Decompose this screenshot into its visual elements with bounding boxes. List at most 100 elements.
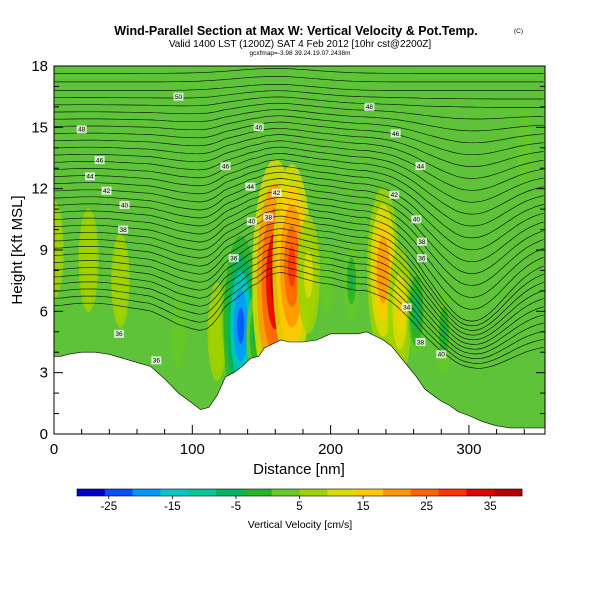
x-tick-label-0: 0 — [50, 441, 58, 458]
y-tick-label-5: 15 — [31, 119, 48, 136]
theta-contour-11 — [54, 203, 544, 310]
theta-contour-19 — [54, 153, 544, 215]
contour-label-bg-22 — [114, 329, 125, 338]
contour-label-bg-15 — [263, 213, 274, 222]
velocity-cell-2-ring-4 — [118, 271, 123, 291]
velocity-cell-3-ring-4 — [177, 324, 180, 340]
velocity-cell-14-ring-4 — [397, 298, 403, 325]
contour-label-text-7: 44 — [417, 163, 425, 170]
theta-contour-5 — [54, 240, 544, 345]
theta-contour-7 — [54, 228, 544, 336]
theta-contour-15 — [54, 178, 544, 263]
contour-label-bg-11 — [271, 188, 282, 197]
theta-contour-29 — [54, 90, 544, 100]
colorbar-label: Vertical Velocity [cm/s] — [248, 519, 353, 531]
contour-label-text-5: 46 — [96, 157, 104, 164]
colorbar-swatch-8 — [299, 489, 328, 496]
contour-label-bg-13 — [119, 201, 130, 210]
contour-label-bg-23 — [415, 338, 426, 346]
contour-label-text-8: 44 — [86, 174, 94, 181]
theta-contour-16 — [54, 171, 544, 251]
contour-label-text-24: 36 — [153, 358, 161, 365]
contour-label-5: 46 — [94, 156, 105, 165]
contour-label-12: 42 — [389, 190, 400, 199]
colorbar-swatch-9 — [327, 489, 356, 496]
x-tick-label-3: 300 — [456, 441, 481, 458]
terrain-mask — [54, 331, 545, 434]
theta-contour-4 — [54, 247, 544, 350]
theta-contour-20 — [54, 146, 544, 203]
contour-labels: 50 48 48 46 46 46 46 44 44 44 42 42 42 40 40 38 40 38 38 36… — [76, 92, 447, 365]
chart-title: Wind-Parallel Section at Max W: Vertical… — [114, 24, 477, 38]
theta-contour-12 — [54, 196, 544, 298]
contour-label-bg-17 — [118, 225, 129, 234]
colorbar-swatch-3 — [160, 489, 189, 496]
contour-label-bg-18 — [416, 237, 427, 246]
contour-label-17: 38 — [118, 225, 129, 234]
contour-label-bg-12 — [389, 190, 400, 199]
contour-label-21: 34 — [401, 303, 412, 312]
contour-label-25: 40 — [436, 350, 447, 359]
colorbar-swatch-4 — [188, 489, 217, 496]
theta-contour-9 — [54, 215, 544, 327]
contour-label-3: 46 — [253, 123, 264, 132]
contour-label-bg-25 — [436, 350, 447, 359]
velocity-cell-12-ring-4 — [349, 272, 353, 289]
contour-label-bg-20 — [416, 254, 427, 263]
contour-label-bg-4 — [390, 129, 401, 138]
contour-label-9: 44 — [245, 182, 256, 191]
contour-label-18: 38 — [416, 237, 427, 246]
plot-area: 50 48 48 46 46 46 46 44 44 44 42 42 42 40 40 38 40 38 38 36… — [53, 65, 546, 435]
contour-label-bg-6 — [220, 162, 231, 171]
theta-contour-1 — [54, 265, 544, 364]
velocity-cell-4-ring-4 — [215, 321, 220, 342]
theta-contour-22 — [54, 134, 544, 179]
contour-label-8: 44 — [84, 172, 95, 181]
velocity-cell-15-ring-4 — [414, 302, 419, 321]
contour-label-text-19: 36 — [230, 255, 238, 262]
contour-label-16: 40 — [411, 215, 422, 224]
contour-label-6: 46 — [220, 162, 231, 171]
chart-subtitle: Valid 1400 LST (1200Z) SAT 4 Feb 2012 [1… — [169, 39, 432, 50]
contour-label-bg-3 — [253, 123, 264, 132]
theta-contour-27 — [54, 102, 544, 120]
theta-contour-23 — [54, 127, 544, 167]
contour-label-text-22: 36 — [115, 331, 123, 338]
colorbar-tick-label-3: 5 — [296, 501, 302, 513]
x-tick-label-2: 200 — [318, 441, 343, 458]
contour-label-text-2: 48 — [78, 127, 86, 134]
contour-label-0: 50 — [173, 92, 184, 101]
colorbar-swatch-6 — [243, 489, 272, 496]
contour-label-bg-16 — [411, 215, 422, 224]
contour-label-bg-19 — [228, 254, 239, 263]
contour-label-text-20: 36 — [418, 255, 426, 262]
contour-label-text-10: 42 — [103, 188, 111, 195]
x-axis: 0 100 200 300 — [50, 425, 525, 458]
x-tick-label-1: 100 — [180, 441, 205, 458]
contour-label-bg-24 — [151, 356, 162, 365]
velocity-cell-1-ring-4 — [86, 249, 91, 271]
y-tick-label-4: 12 — [31, 181, 48, 198]
colorbar-tick-label-1: -15 — [164, 501, 181, 513]
y-tick-label-0: 0 — [40, 426, 48, 443]
y-axis-label: Height [Kft MSL] — [9, 195, 26, 304]
contour-label-13: 40 — [119, 201, 130, 210]
colorbar-swatch-11 — [382, 489, 412, 496]
contour-label-text-21: 34 — [403, 305, 411, 312]
colorbar-swatch-14 — [466, 489, 495, 496]
contour-label-text-11: 42 — [273, 190, 281, 197]
contour-label-4: 46 — [390, 129, 401, 138]
colorbar-tick-label-5: 25 — [420, 501, 433, 513]
velocity-cell-11-ring-4 — [325, 273, 328, 288]
contour-label-bg-5 — [94, 156, 105, 165]
colorbar-swatch-13 — [438, 489, 467, 496]
contour-label-bg-14 — [246, 217, 257, 226]
y-tick-label-2: 6 — [40, 303, 48, 320]
theta-contour-32 — [54, 68, 544, 74]
theta-contour-17 — [54, 165, 544, 239]
colorbar-swatch-5 — [216, 489, 245, 496]
colorbar-swatch-12 — [410, 489, 439, 496]
theta-contour-30 — [54, 84, 544, 91]
theta-contour-31 — [54, 76, 544, 83]
